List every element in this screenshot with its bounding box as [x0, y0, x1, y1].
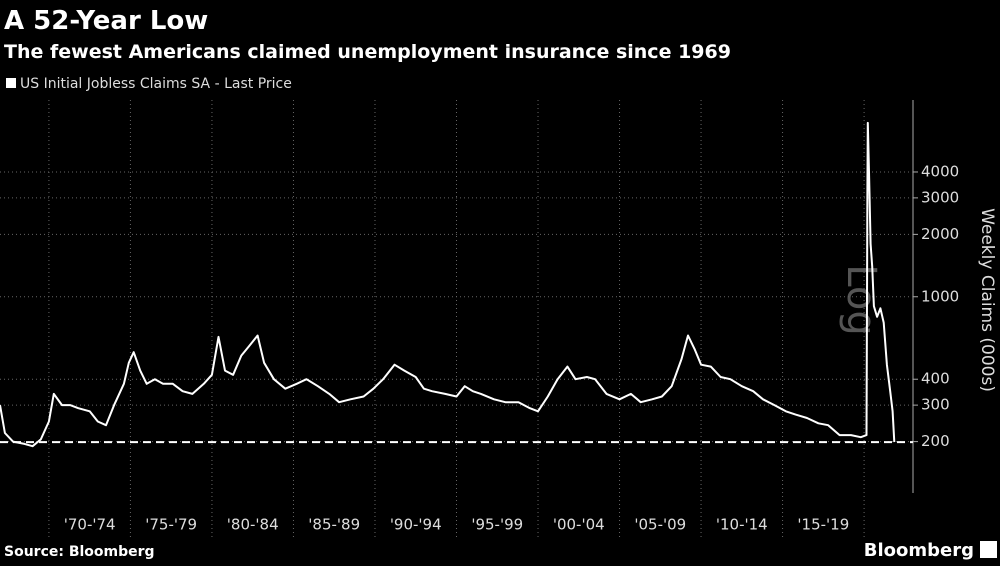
x-tick-label: '85-'89 — [308, 516, 360, 534]
legend-swatch — [6, 78, 16, 88]
brand-icon — [980, 541, 997, 558]
x-tick-label: '90-'94 — [390, 516, 442, 534]
source: Source: Bloomberg — [4, 544, 155, 560]
legend-label: US Initial Jobless Claims SA - Last Pric… — [20, 76, 292, 92]
y-axis-label: Weekly Claims (000s) — [977, 208, 997, 392]
chart-subtitle: The fewest Americans claimed unemploymen… — [4, 41, 731, 63]
y-tick-label: 3000 — [921, 188, 959, 206]
x-tick-label: '05-'09 — [634, 516, 686, 534]
x-tick-label: '70-'74 — [64, 516, 116, 534]
brand: Bloomberg — [864, 540, 974, 561]
x-tick-label: '10-'14 — [716, 516, 768, 534]
y-tick-label: 300 — [921, 396, 950, 414]
x-tick-label: '75-'79 — [145, 516, 197, 534]
y-tick-label: 200 — [921, 432, 950, 450]
chart-title: A 52-Year Low — [4, 6, 208, 36]
x-tick-label: '80-'84 — [227, 516, 279, 534]
y-tick-label: 2000 — [921, 225, 959, 243]
log-annotation: Log — [838, 264, 884, 335]
x-tick-label: '00-'04 — [553, 516, 605, 534]
y-tick-label: 400 — [921, 370, 950, 388]
y-tick-label: 4000 — [921, 162, 959, 180]
y-tick-label: 1000 — [921, 287, 959, 305]
x-tick-label: '15-'19 — [797, 516, 849, 534]
data-line — [0, 121, 896, 448]
x-tick-label: '95-'99 — [471, 516, 523, 534]
